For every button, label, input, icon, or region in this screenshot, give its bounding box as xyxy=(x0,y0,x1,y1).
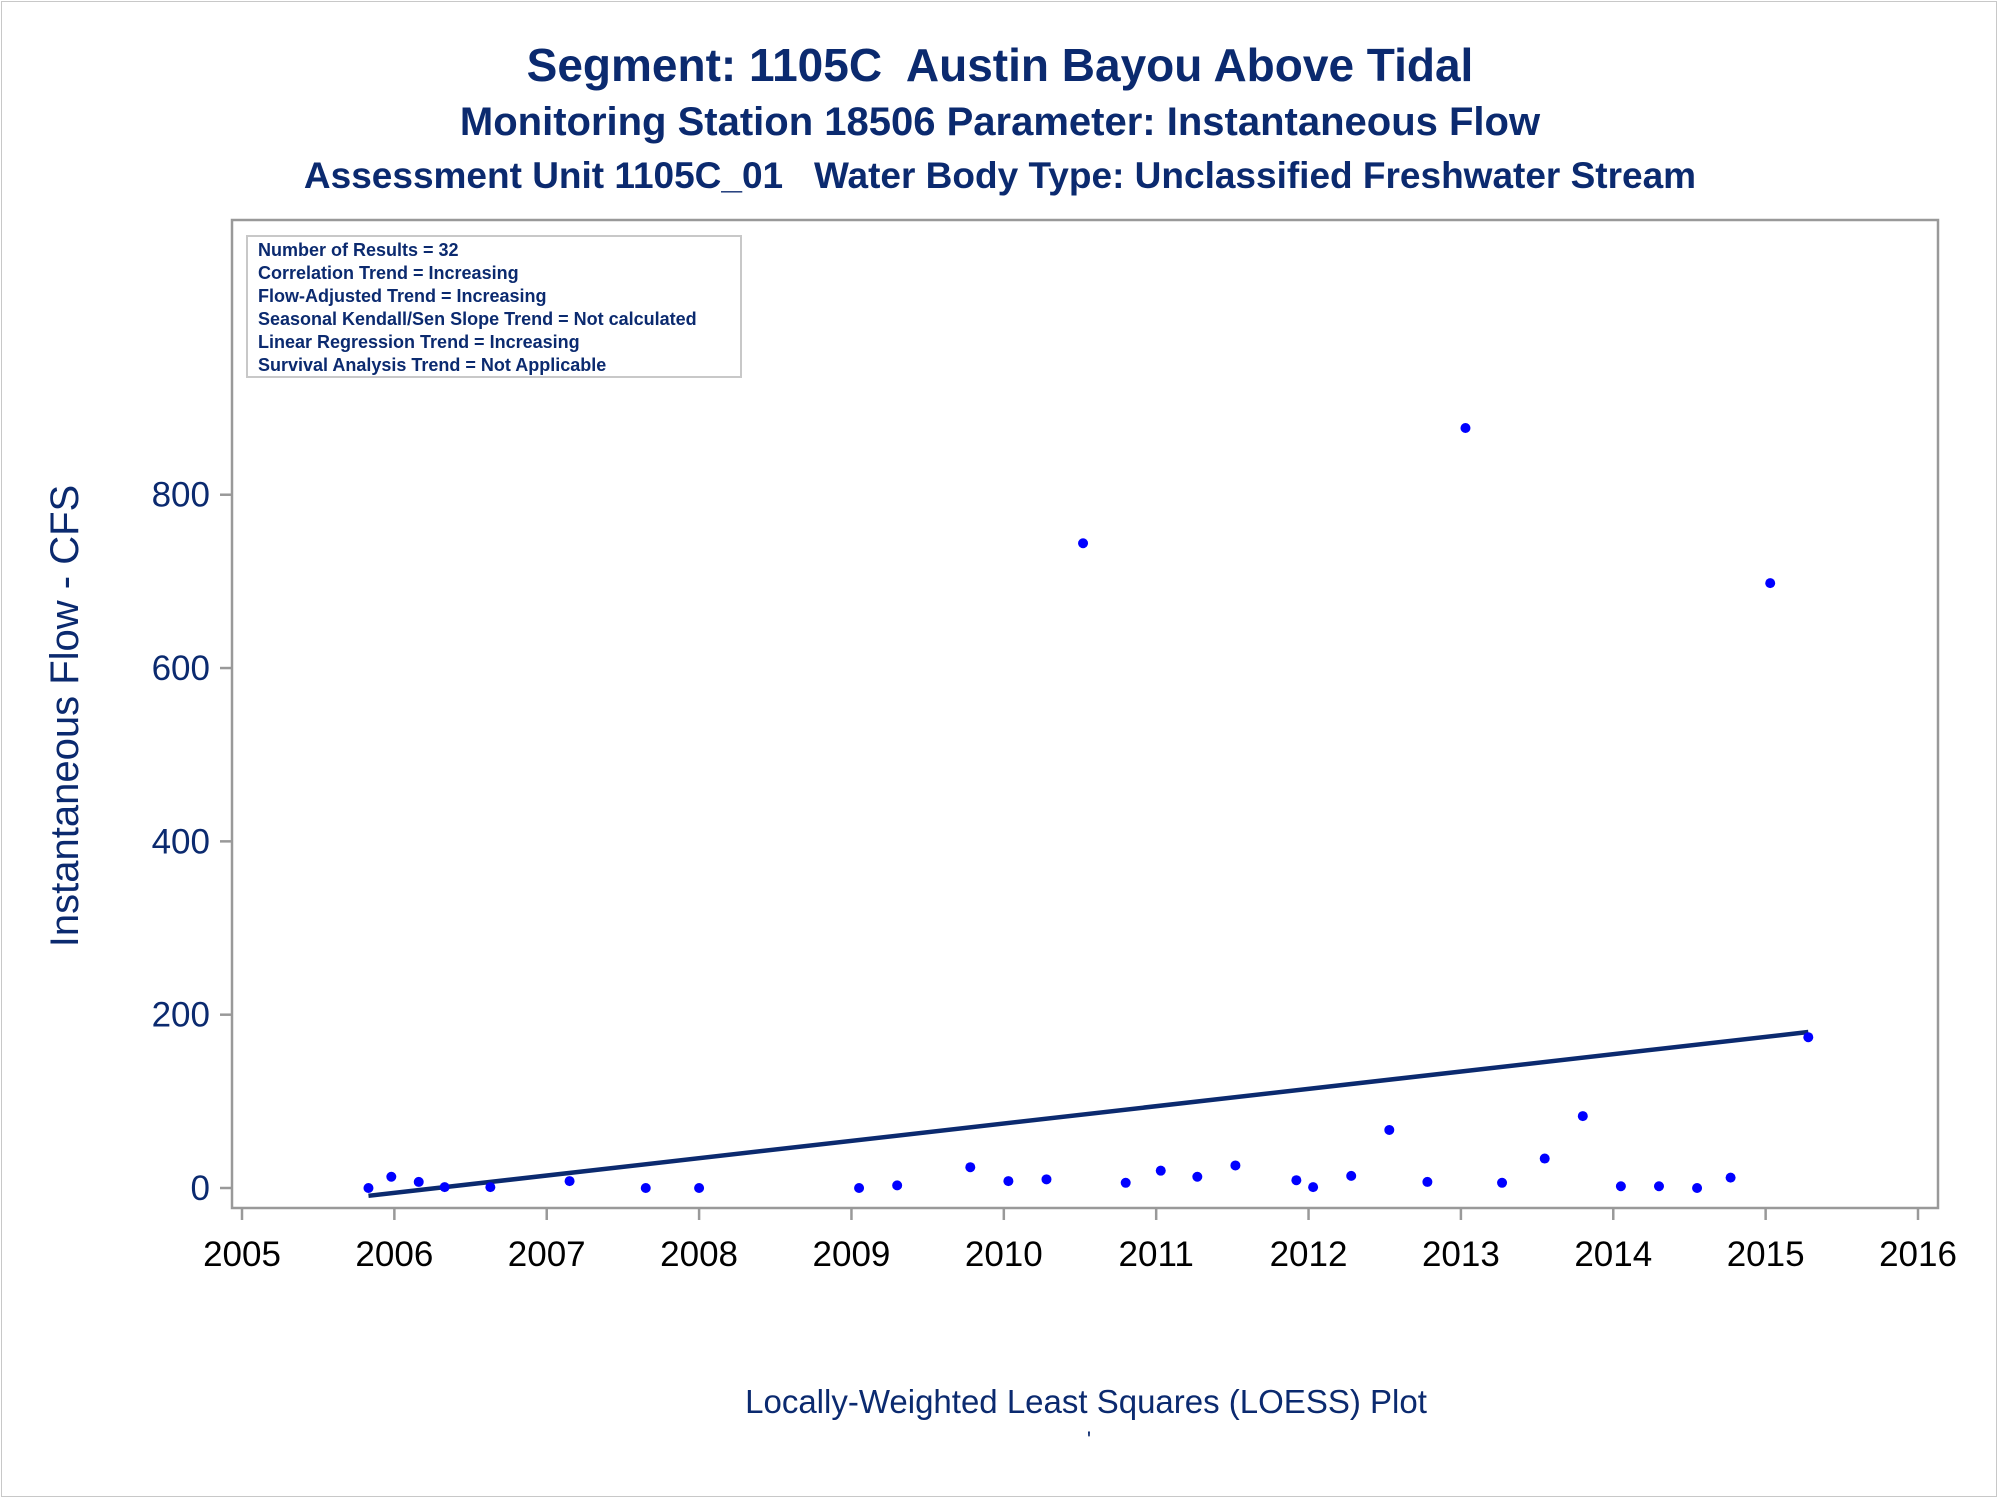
data-point xyxy=(1308,1182,1319,1193)
info-line-linear-regression: Linear Regression Trend = Increasing xyxy=(258,332,580,352)
x-tick-label-2010: 2010 xyxy=(965,1235,1043,1274)
data-point xyxy=(1192,1171,1203,1182)
x-tick-label-2013: 2013 xyxy=(1422,1235,1500,1274)
data-point xyxy=(1422,1176,1433,1187)
data-point xyxy=(694,1183,705,1193)
y-tick-label-400: 400 xyxy=(152,822,210,861)
data-point xyxy=(439,1182,450,1193)
data-point xyxy=(1725,1172,1736,1183)
data-point xyxy=(1803,1032,1814,1043)
x-tick-label-2008: 2008 xyxy=(660,1235,738,1274)
data-point xyxy=(1653,1181,1664,1192)
x-tick-label-2005: 2005 xyxy=(203,1235,281,1274)
info-line-survival-analysis: Survival Analysis Trend = Not Applicable xyxy=(258,355,606,375)
info-line-correlation: Correlation Trend = Increasing xyxy=(258,263,519,283)
y-tick-label-200: 200 xyxy=(152,996,210,1035)
data-point xyxy=(640,1183,651,1193)
data-point xyxy=(1577,1111,1588,1122)
loess-trend-line xyxy=(368,1029,1809,1199)
chart-title: Segment: 1105C Austin Bayou Above Tidal xyxy=(526,39,1474,91)
info-line-seasonal-kendall: Seasonal Kendall/Sen Slope Trend = Not c… xyxy=(258,309,697,329)
data-point xyxy=(1291,1175,1302,1186)
data-point xyxy=(1460,422,1471,433)
data-point xyxy=(1384,1124,1395,1135)
data-point xyxy=(1539,1153,1550,1164)
x-tick-label-2015: 2015 xyxy=(1727,1235,1805,1274)
series-layer xyxy=(363,422,1814,1199)
y-tick-label-800: 800 xyxy=(152,476,210,515)
x-tick-label-2014: 2014 xyxy=(1574,1235,1652,1274)
x-tick-label-2007: 2007 xyxy=(508,1235,586,1274)
info-box: Number of Results = 32 Correlation Trend… xyxy=(246,235,742,378)
data-point xyxy=(363,1183,374,1193)
data-point xyxy=(564,1176,575,1187)
data-point xyxy=(1041,1174,1052,1185)
info-box-border xyxy=(246,235,742,378)
y-tick-label-600: 600 xyxy=(152,649,210,688)
data-point xyxy=(1615,1181,1626,1192)
data-point xyxy=(1692,1183,1703,1193)
footnote: ' xyxy=(1087,1427,1091,1452)
data-point xyxy=(854,1183,865,1193)
x-tick-label-2016: 2016 xyxy=(1879,1235,1957,1274)
data-point xyxy=(1155,1165,1166,1176)
data-point xyxy=(413,1176,424,1187)
x-tick-label-2011: 2011 xyxy=(1119,1235,1194,1274)
y-axis: 0 200 400 600 800 xyxy=(152,476,232,1208)
data-point xyxy=(485,1182,496,1193)
plot-area-border xyxy=(230,218,1940,1210)
chart-subtitle: Monitoring Station 18506 Parameter: Inst… xyxy=(459,100,1541,144)
x-axis: 2005 2006 2007 2008 2009 2010 2011 2012 2013 2014… xyxy=(203,1208,1957,1274)
x-tick-label-2006: 2006 xyxy=(355,1235,433,1274)
data-point xyxy=(386,1171,397,1182)
data-point xyxy=(1497,1177,1508,1188)
data-point xyxy=(1003,1176,1014,1187)
data-point xyxy=(1765,578,1776,589)
chart-subtitle-2: Assessment Unit 1105C_01 Water Body Type… xyxy=(303,155,1697,196)
x-axis-title: Locally-Weighted Least Squares (LOESS) P… xyxy=(745,1383,1427,1420)
info-line-flow-adjusted: Flow-Adjusted Trend = Increasing xyxy=(258,286,547,306)
info-line-results: Number of Results = 32 xyxy=(258,240,459,260)
x-tick-label-2009: 2009 xyxy=(813,1235,891,1274)
data-point xyxy=(1346,1170,1357,1181)
x-tick-label-2012: 2012 xyxy=(1270,1235,1348,1274)
data-point xyxy=(1078,538,1089,549)
y-axis-title: Instantaneous Flow - CFS xyxy=(43,485,87,947)
data-point xyxy=(892,1180,903,1191)
data-point xyxy=(1120,1177,1131,1188)
data-point xyxy=(1230,1160,1241,1171)
data-point xyxy=(965,1162,976,1173)
y-tick-label-0: 0 xyxy=(191,1169,210,1208)
